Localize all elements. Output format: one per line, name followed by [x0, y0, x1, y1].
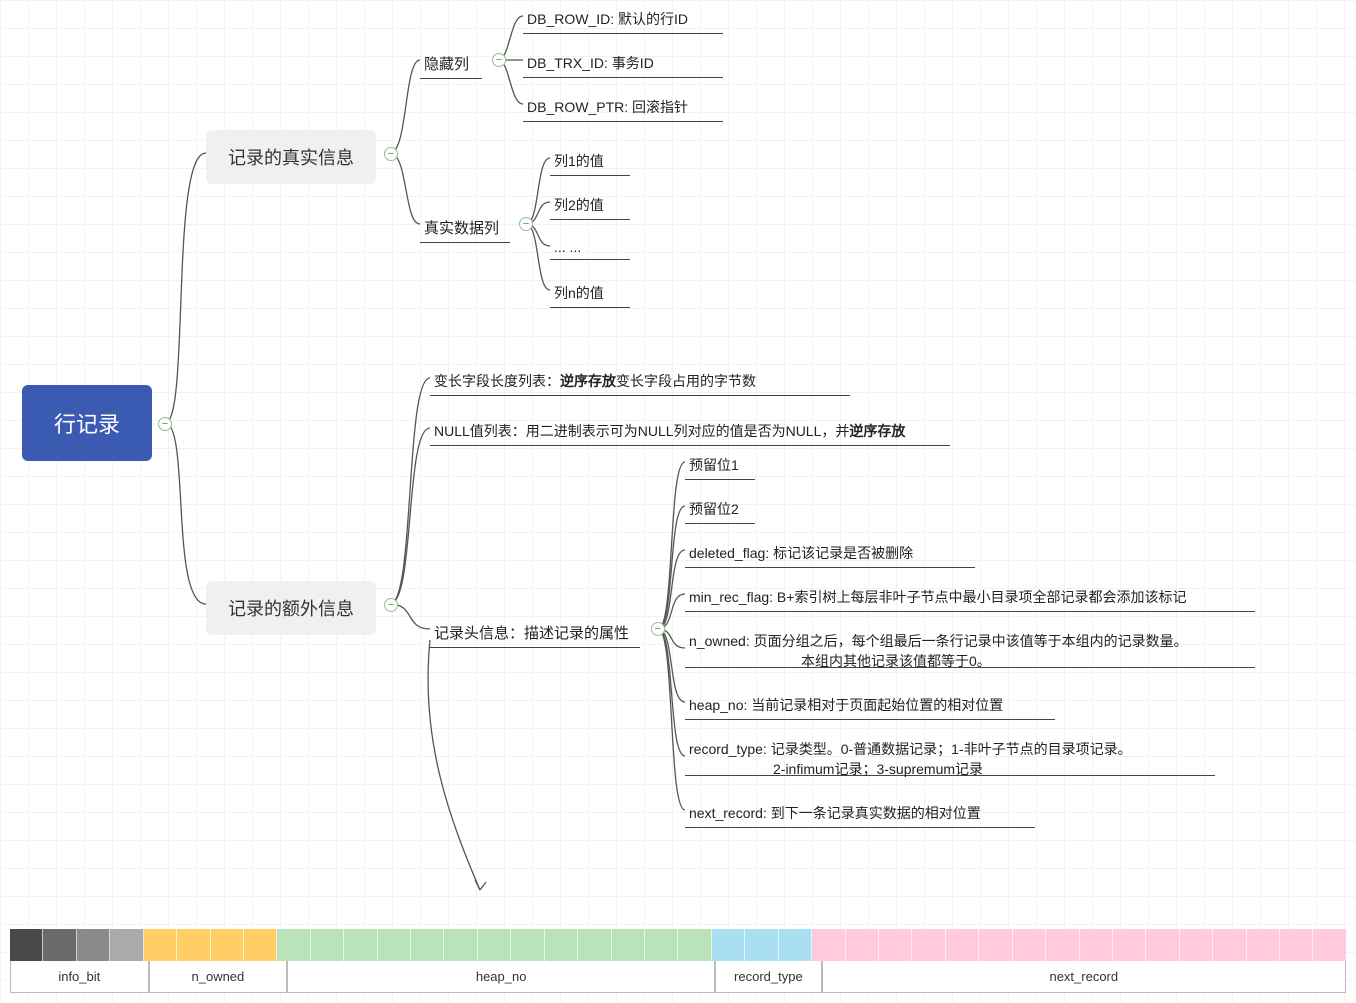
leaf-node: heap_no: 当前记录相对于页面起始位置的相对位置 — [685, 692, 1055, 720]
bit-cell-next_record — [946, 929, 979, 961]
varlen-node: 变长字段长度列表：逆序存放变长字段占用的字节数 — [430, 368, 850, 396]
bit-cell-info_bit — [43, 929, 76, 961]
bit-cell-next_record — [1247, 929, 1280, 961]
bit-cell-heap_no — [511, 929, 544, 961]
actual-node: 真实数据列 — [420, 214, 510, 243]
leaf-node: DB_ROW_PTR: 回滚指针 — [523, 94, 723, 122]
bit-cell-next_record — [879, 929, 912, 961]
collapse-toggle[interactable]: − — [158, 417, 172, 431]
leaf-node: DB_ROW_ID: 默认的行ID — [523, 6, 723, 34]
leaf-node: next_record: 到下一条记录真实数据的相对位置 — [685, 800, 1035, 828]
bit-label-next_record: next_record — [822, 961, 1346, 993]
bit-cell-heap_no — [378, 929, 411, 961]
bit-cell-heap_no — [612, 929, 645, 961]
bit-cell-heap_no — [678, 929, 711, 961]
leaf-node: 预留位2 — [685, 496, 755, 524]
bit-cell-heap_no — [444, 929, 477, 961]
leaf-node: 列n的值 — [550, 280, 630, 308]
leaf-node: 列1的值 — [550, 148, 630, 176]
leaf-node: record_type: 记录类型。0-普通数据记录；1-非叶子节点的目录项记录… — [685, 736, 1215, 776]
collapse-toggle[interactable]: − — [519, 217, 533, 231]
bit-cell-heap_no — [311, 929, 344, 961]
collapse-toggle[interactable]: − — [651, 622, 665, 636]
leaf-node: 列2的值 — [550, 192, 630, 220]
bit-cell-heap_no — [478, 929, 511, 961]
bit-cell-heap_no — [344, 929, 377, 961]
bit-cell-next_record — [1013, 929, 1046, 961]
bit-label-heap_no: heap_no — [287, 961, 715, 993]
bit-cell-next_record — [1180, 929, 1213, 961]
bit-cell-next_record — [1080, 929, 1113, 961]
bit-cell-record_type — [779, 929, 812, 961]
nulllist-node: NULL值列表：用二进制表示可为NULL列对应的值是否为NULL，并逆序存放 — [430, 418, 950, 446]
bit-cell-info_bit — [10, 929, 43, 961]
leaf-node: ... ... — [550, 236, 630, 260]
bit-cell-n_owned — [177, 929, 210, 961]
leaf-node: deleted_flag: 标记该记录是否被删除 — [685, 540, 975, 568]
bit-cell-heap_no — [545, 929, 578, 961]
bit-cell-n_owned — [211, 929, 244, 961]
bit-cell-record_type — [712, 929, 745, 961]
collapse-toggle[interactable]: − — [384, 598, 398, 612]
bit-cell-heap_no — [277, 929, 310, 961]
root-node[interactable]: 行记录 — [22, 385, 152, 461]
bit-cell-next_record — [912, 929, 945, 961]
bit-label-info_bit: info_bit — [10, 961, 149, 993]
bit-label-n_owned: n_owned — [149, 961, 288, 993]
collapse-toggle[interactable]: − — [492, 53, 506, 67]
bit-cell-next_record — [979, 929, 1012, 961]
leaf-node: min_rec_flag: B+索引树上每层非叶子节点中最小目录项全部记录都会添… — [685, 584, 1255, 612]
collapse-toggle[interactable]: − — [384, 147, 398, 161]
bit-cell-n_owned — [244, 929, 277, 961]
leaf-node: 预留位1 — [685, 452, 755, 480]
real-node: 记录的真实信息 — [206, 130, 376, 184]
bit-cell-next_record — [812, 929, 845, 961]
bit-cell-next_record — [1146, 929, 1179, 961]
bit-cell-heap_no — [578, 929, 611, 961]
bit-cell-heap_no — [411, 929, 444, 961]
bit-cell-next_record — [1280, 929, 1313, 961]
extra-node: 记录的额外信息 — [206, 581, 376, 635]
bit-cell-heap_no — [645, 929, 678, 961]
bit-cell-next_record — [1213, 929, 1246, 961]
connector-layer — [0, 0, 1356, 1003]
bit-layout-table: info_bitn_ownedheap_norecord_typenext_re… — [10, 929, 1346, 993]
bit-cell-record_type — [745, 929, 778, 961]
bit-cell-next_record — [1046, 929, 1079, 961]
hidden-node: 隐藏列 — [420, 50, 482, 79]
header-node: 记录头信息：描述记录的属性 — [430, 619, 640, 648]
bit-cell-next_record — [1113, 929, 1146, 961]
bit-cell-info_bit — [77, 929, 110, 961]
bit-cell-next_record — [846, 929, 879, 961]
bit-cell-next_record — [1313, 929, 1345, 961]
leaf-node: DB_TRX_ID: 事务ID — [523, 50, 723, 78]
bit-cell-info_bit — [110, 929, 143, 961]
bit-cell-n_owned — [144, 929, 177, 961]
bit-label-record_type: record_type — [715, 961, 821, 993]
leaf-node: n_owned: 页面分组之后，每个组最后一条行记录中该值等于本组内的记录数量。… — [685, 628, 1255, 668]
